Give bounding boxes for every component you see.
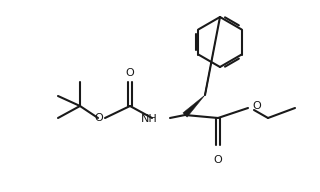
Polygon shape: [204, 17, 220, 95]
Polygon shape: [183, 95, 205, 117]
Text: O: O: [126, 68, 134, 78]
Text: O: O: [94, 113, 103, 123]
Text: NH: NH: [141, 114, 158, 124]
Text: O: O: [252, 101, 261, 111]
Text: O: O: [214, 155, 222, 165]
